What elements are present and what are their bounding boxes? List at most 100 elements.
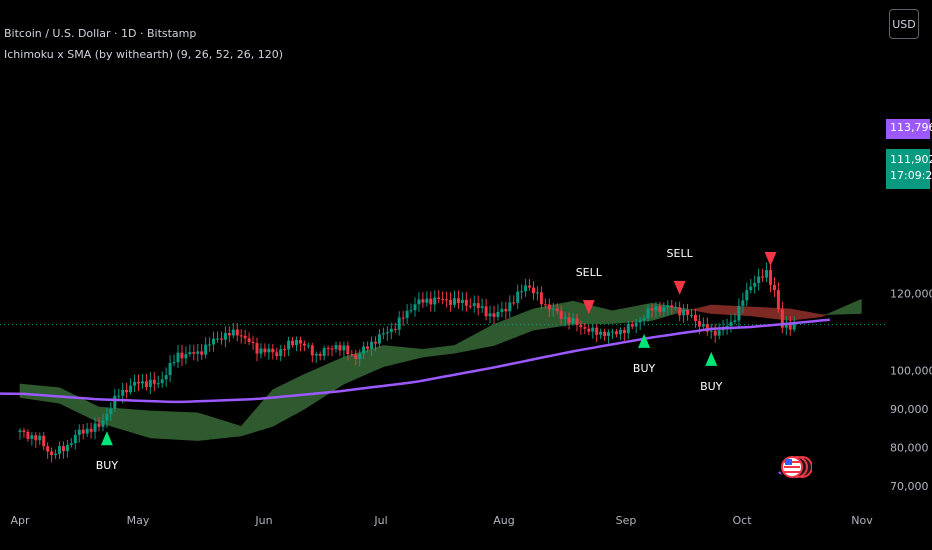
candle-body bbox=[212, 338, 216, 345]
cloud-segment bbox=[229, 422, 234, 438]
candle-body bbox=[370, 341, 374, 349]
cloud-segment bbox=[821, 314, 827, 318]
us-flag-icon[interactable] bbox=[776, 445, 812, 489]
candle-body bbox=[164, 375, 168, 380]
cloud-segment bbox=[825, 312, 831, 316]
cloud-segment bbox=[122, 408, 127, 432]
bar-countdown: 17:09:29 bbox=[890, 169, 932, 182]
cloud-segment bbox=[169, 411, 175, 440]
cloud-segment bbox=[695, 307, 700, 312]
cloud-segment bbox=[758, 307, 763, 318]
cloud-segment bbox=[201, 413, 206, 441]
buy-label: BUY bbox=[633, 362, 656, 375]
cloud-segment bbox=[477, 330, 483, 349]
candle-body bbox=[18, 430, 22, 433]
candle-body bbox=[176, 352, 180, 363]
candle-body bbox=[223, 332, 227, 340]
candle-body bbox=[374, 341, 377, 344]
candle-body bbox=[291, 340, 295, 346]
candle-body bbox=[516, 291, 520, 303]
candle-body bbox=[377, 334, 381, 344]
cloud-segment bbox=[635, 305, 641, 323]
candle-body bbox=[749, 286, 753, 291]
cloud-segment bbox=[311, 368, 317, 405]
candle-body bbox=[243, 335, 247, 339]
candle-body bbox=[563, 317, 567, 319]
candle-body bbox=[737, 305, 741, 321]
cloud-segment bbox=[27, 384, 33, 400]
cloud-segment bbox=[150, 410, 155, 439]
candle-body bbox=[140, 381, 144, 384]
cloud-segment bbox=[284, 381, 289, 421]
cloud-segment bbox=[264, 393, 270, 430]
candle-body bbox=[26, 431, 30, 439]
cloud-segment bbox=[853, 300, 858, 315]
cloud-segment bbox=[485, 325, 491, 348]
candle-body bbox=[607, 332, 611, 337]
candle-body bbox=[216, 338, 219, 340]
candle-body bbox=[354, 354, 358, 359]
cloud-segment bbox=[612, 309, 617, 324]
candle-body bbox=[409, 310, 413, 312]
cloud-segment bbox=[616, 308, 621, 324]
candle-body bbox=[792, 323, 796, 330]
candle-body bbox=[587, 328, 591, 332]
cloud-segment bbox=[833, 309, 838, 315]
candle-body bbox=[298, 340, 302, 344]
candle-body bbox=[38, 435, 42, 441]
cloud-segment bbox=[256, 402, 262, 432]
cloud-segment bbox=[86, 400, 92, 420]
sell-arrow-icon bbox=[673, 280, 686, 295]
cloud-segment bbox=[221, 419, 226, 439]
candle-body bbox=[693, 314, 697, 322]
x-tick-label: Aug bbox=[493, 514, 514, 527]
cloud-segment bbox=[469, 334, 475, 351]
candle-body bbox=[532, 287, 535, 294]
cloud-segment bbox=[367, 348, 372, 375]
candle-body bbox=[476, 303, 480, 308]
cloud-segment bbox=[841, 305, 846, 315]
candle-body bbox=[437, 297, 441, 299]
cloud-segment bbox=[580, 302, 586, 325]
candle-body bbox=[776, 290, 780, 310]
candle-body bbox=[117, 395, 121, 397]
cloud-segment bbox=[805, 311, 811, 319]
candle-body bbox=[745, 290, 749, 301]
cloud-segment bbox=[446, 345, 451, 355]
cloud-segment bbox=[402, 347, 408, 363]
candle-body bbox=[148, 379, 152, 387]
currency-button[interactable]: USD bbox=[889, 9, 919, 39]
candle-body bbox=[559, 310, 563, 319]
y-tick-label: 90,000 bbox=[890, 403, 929, 416]
candle-body bbox=[334, 345, 338, 350]
cloud-segment bbox=[651, 302, 657, 321]
indicator-title[interactable]: Ichimoku x SMA (by withearth) (9, 26, 52… bbox=[4, 48, 284, 61]
candle-body bbox=[784, 323, 788, 328]
candle-body bbox=[646, 308, 650, 319]
cloud-segment bbox=[406, 347, 412, 362]
cloud-segment bbox=[272, 387, 278, 427]
candle-body bbox=[200, 351, 204, 355]
candle-body bbox=[263, 348, 267, 353]
cloud-segment bbox=[47, 386, 52, 403]
cloud-segment bbox=[521, 311, 526, 336]
cloud-segment bbox=[552, 303, 558, 328]
cloud-segment bbox=[189, 412, 195, 441]
x-tick-label: Oct bbox=[732, 514, 752, 527]
ichimoku-cloud bbox=[19, 298, 862, 441]
cloud-segment bbox=[244, 416, 250, 436]
cloud-segment bbox=[308, 370, 313, 408]
cloud-segment bbox=[541, 306, 546, 330]
cloud-segment bbox=[718, 305, 724, 315]
candle-body bbox=[61, 446, 65, 452]
candle-body bbox=[172, 362, 176, 364]
symbol-title[interactable]: Bitcoin / U.S. Dollar · 1D · Bitstamp bbox=[4, 27, 197, 40]
candle-body bbox=[381, 333, 385, 335]
cloud-segment bbox=[225, 421, 230, 438]
x-tick-label: May bbox=[127, 514, 150, 527]
cloud-segment bbox=[315, 366, 321, 403]
candle-body bbox=[634, 322, 638, 327]
candle-body bbox=[520, 291, 524, 293]
candle-body bbox=[642, 318, 646, 321]
